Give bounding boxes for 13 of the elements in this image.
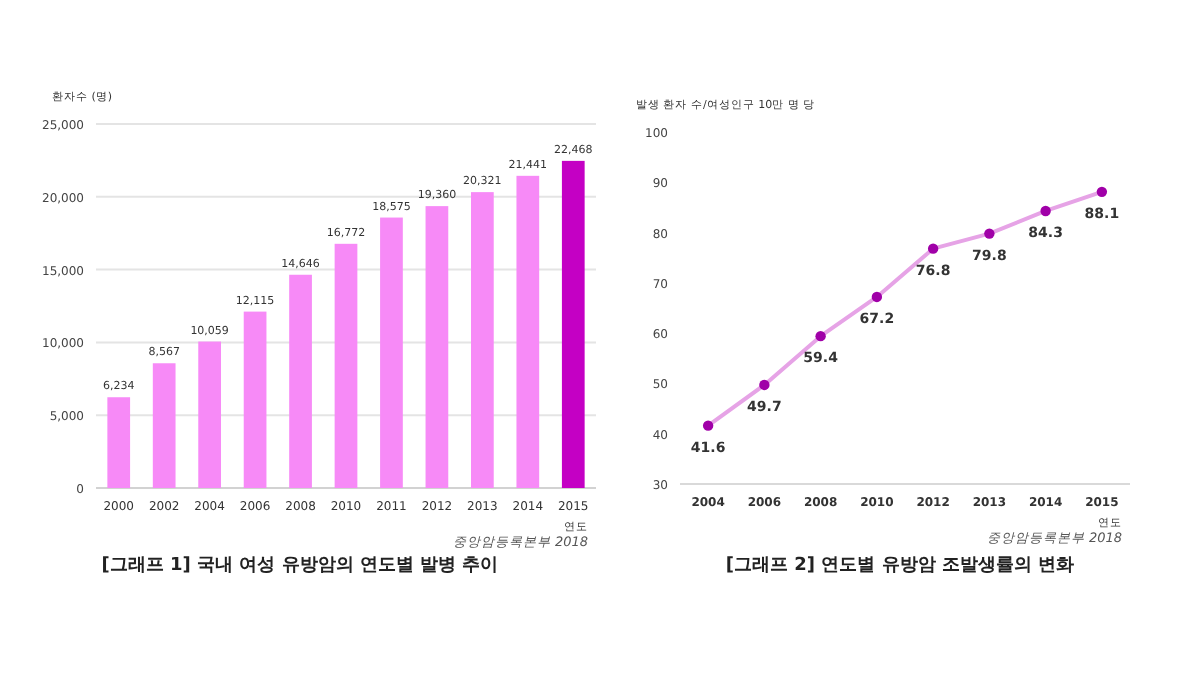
bar xyxy=(471,192,494,488)
bar xyxy=(516,175,540,488)
bar xyxy=(198,341,221,488)
bar xyxy=(243,311,267,488)
text: [그래프 2] 연도별 유방암 조발생률의 변화 xyxy=(725,556,1075,576)
bar xyxy=(107,397,131,488)
bar xyxy=(380,217,403,488)
text: [그래프 1] 국내 여성 유방암의 연도별 발병 추이 xyxy=(101,556,499,576)
bar xyxy=(289,274,312,488)
bar xyxy=(561,160,585,488)
bar xyxy=(334,243,358,488)
bar xyxy=(425,206,449,488)
bar xyxy=(152,363,176,488)
